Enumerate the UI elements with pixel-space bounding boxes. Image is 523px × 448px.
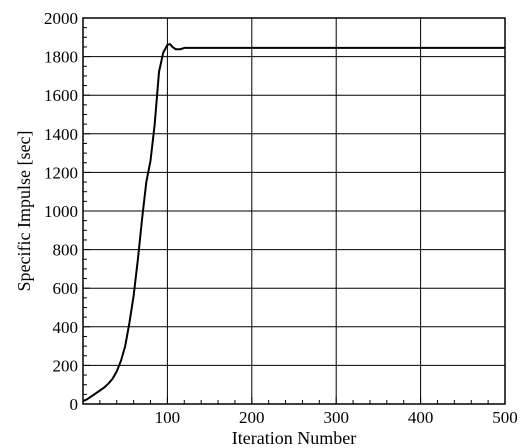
x-tick-label: 500 <box>492 408 518 427</box>
x-axis-label: Iteration Number <box>232 428 356 448</box>
x-tick-label: 400 <box>408 408 434 427</box>
x-tick-labels: 100 200 300 400 500 <box>155 408 518 427</box>
grid-lines <box>83 17 506 405</box>
x-tick-label: 300 <box>323 408 349 427</box>
y-tick-label: 600 <box>53 279 79 298</box>
series-layer <box>82 43 505 403</box>
y-tick-label: 2000 <box>44 9 78 28</box>
y-tick-label: 800 <box>53 241 79 260</box>
x-tick-label: 100 <box>155 408 181 427</box>
y-tick-label: 1800 <box>44 48 78 67</box>
y-tick-label: 1000 <box>44 202 78 221</box>
y-tick-label: 1200 <box>44 163 78 182</box>
y-tick-label: 200 <box>53 356 79 375</box>
y-tick-label: 1400 <box>44 125 78 144</box>
x-tick-label: 200 <box>239 408 265 427</box>
tick-marks <box>83 17 506 405</box>
y-tick-labels: 0 200 400 600 800 1000 1200 1400 1600 1800 2000 <box>44 9 78 414</box>
series-line <box>82 43 505 403</box>
y-tick-label: 0 <box>70 395 79 414</box>
y-tick-label: 1600 <box>44 86 78 105</box>
y-axis-label: Specific Impulse [sec] <box>14 131 34 292</box>
y-tick-label: 400 <box>53 318 79 337</box>
